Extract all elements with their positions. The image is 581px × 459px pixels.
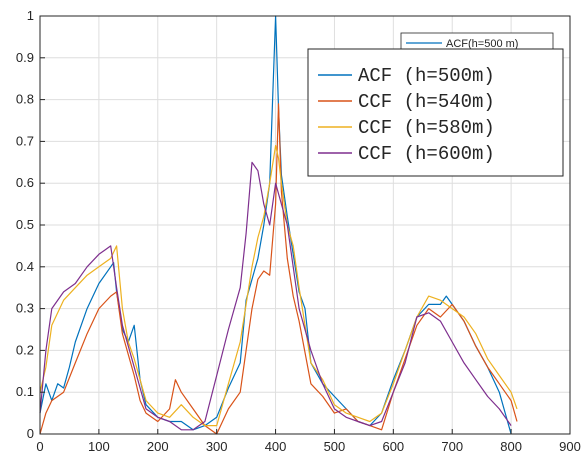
x-tick-label: 600 (382, 439, 404, 454)
legend-box (307, 48, 564, 177)
legend-label-0: ACF (h=500m) (358, 65, 495, 87)
y-tick-label: 0.8 (16, 92, 34, 107)
y-tick-label: 0.9 (16, 50, 34, 65)
x-tick-label: 700 (441, 439, 463, 454)
legend-label-1: CCF (h=540m) (358, 91, 495, 113)
series-line-2 (39, 145, 518, 427)
y-tick-label: 0.4 (16, 259, 34, 274)
x-axis-ticks: 0 100 200 300 400 500 600 700 800 900 (36, 429, 581, 454)
legend-label-2: CCF (h=580m) (358, 117, 495, 139)
x-tick-label: 500 (324, 439, 346, 454)
x-tick-label: 100 (88, 439, 110, 454)
series-lines (39, 15, 518, 435)
x-tick-label: 0 (36, 439, 43, 454)
y-tick-label: 0 (27, 426, 34, 441)
y-tick-label: 1 (27, 8, 34, 23)
y-tick-label: 0.1 (16, 384, 34, 399)
y-tick-label: 0.3 (16, 301, 34, 316)
x-tick-label: 200 (147, 439, 169, 454)
background-legend: ACF(h=500 m) (400, 32, 554, 52)
y-tick-label: 0.5 (16, 217, 34, 232)
y-tick-label: 0.7 (16, 133, 34, 148)
y-tick-label: 0.6 (16, 175, 34, 190)
x-tick-label: 900 (559, 439, 581, 454)
series-line-3 (39, 161, 512, 431)
x-tick-label: 400 (265, 439, 287, 454)
y-axis-ticks: 0 0.1 0.2 0.3 0.4 0.5 0.6 0.7 0.8 0.9 1 (16, 8, 45, 441)
x-tick-label: 800 (500, 439, 522, 454)
legend: ACF (h=500m) CCF (h=540m) CCF (h=580m) CCF … (307, 48, 564, 177)
y-tick-label: 0.2 (16, 342, 34, 357)
x-tick-label: 300 (206, 439, 228, 454)
legend-label-3: CCF (h=600m) (358, 143, 495, 165)
background-legend-label: ACF(h=500 m) (446, 38, 518, 50)
